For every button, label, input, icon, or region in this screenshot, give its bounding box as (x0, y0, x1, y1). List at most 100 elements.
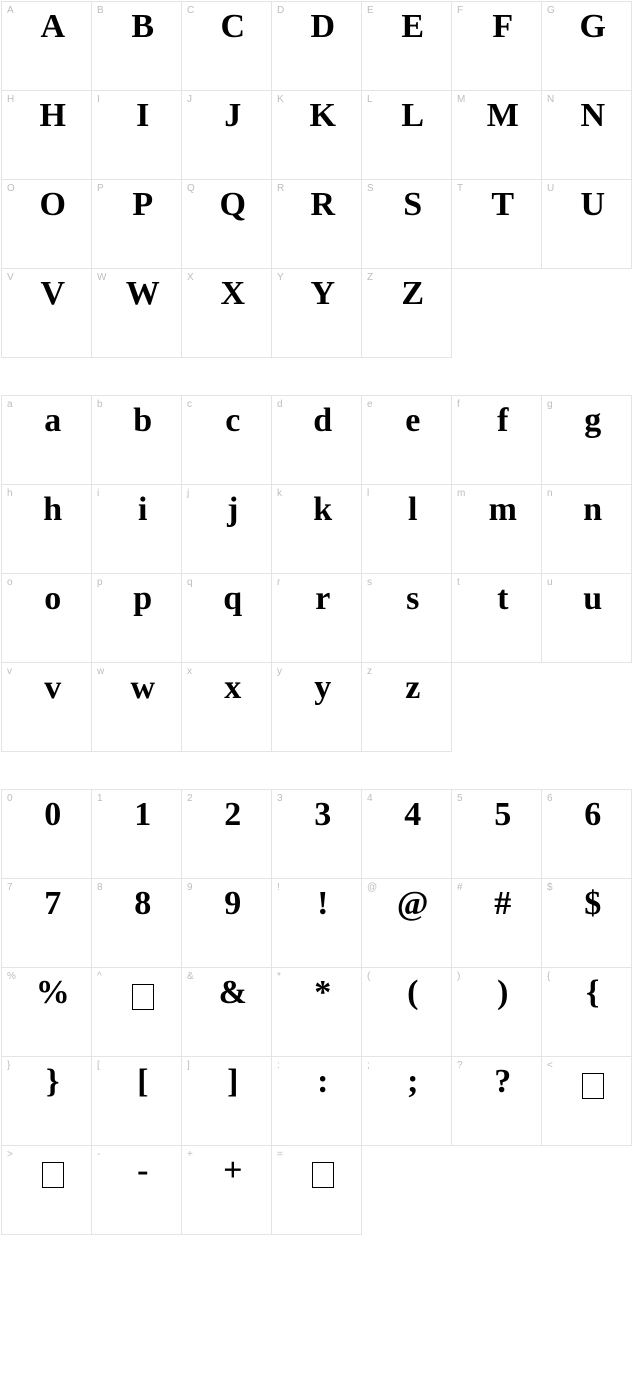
cell-glyph: { (542, 974, 625, 1012)
glyph-cell: %% (1, 967, 92, 1057)
cell-glyph: u (542, 580, 625, 618)
glyph-cell: nn (541, 484, 632, 574)
glyph-cell: HH (1, 90, 92, 180)
glyph-cell: )) (451, 967, 542, 1057)
cell-glyph: j (182, 491, 265, 529)
cell-glyph: A (2, 8, 85, 46)
section-uppercase: AABBCCDDEEFFGGHHIIJJKKLLMMNNOOPPQQRRSSTT… (2, 2, 638, 358)
glyph-cell: && (181, 967, 272, 1057)
glyph-cell: JJ (181, 90, 272, 180)
cell-glyph: 4 (362, 796, 445, 834)
cell-glyph: J (182, 97, 265, 135)
cell-glyph: 1 (92, 796, 175, 834)
glyph-cell: gg (541, 395, 632, 485)
cell-glyph: B (92, 8, 175, 46)
glyph-cell: 00 (1, 789, 92, 879)
cell-glyph: [ (92, 1063, 175, 1101)
glyph-cell: 77 (1, 878, 92, 968)
cell-glyph: k (272, 491, 355, 529)
glyph-cell: ## (451, 878, 542, 968)
cell-glyph: : (272, 1063, 355, 1101)
glyph-cell: SS (361, 179, 452, 269)
cell-glyph: v (2, 669, 85, 707)
cell-glyph: c (182, 402, 265, 440)
cell-glyph (92, 974, 175, 1012)
glyph-cell: vv (1, 662, 92, 752)
glyph-cell: ww (91, 662, 182, 752)
glyph-cell: AA (1, 1, 92, 91)
glyph-cell: 33 (271, 789, 362, 879)
cell-glyph: Y (272, 275, 355, 313)
cell-glyph: x (182, 669, 265, 707)
cell-glyph: P (92, 186, 175, 224)
glyph-cell: KK (271, 90, 362, 180)
glyph-cell: TT (451, 179, 542, 269)
missing-glyph-icon (42, 1162, 64, 1188)
cell-glyph: t (452, 580, 535, 618)
cell-glyph: r (272, 580, 355, 618)
glyph-chart: AABBCCDDEEFFGGHHIIJJKKLLMMNNOOPPQQRRSSTT… (2, 2, 638, 1235)
cell-glyph: C (182, 8, 265, 46)
glyph-cell: ll (361, 484, 452, 574)
cell-glyph: o (2, 580, 85, 618)
cell-glyph: @ (362, 885, 445, 923)
glyph-cell: ee (361, 395, 452, 485)
glyph-cell: xx (181, 662, 272, 752)
glyph-cell: MM (451, 90, 542, 180)
cell-glyph: ; (362, 1063, 445, 1101)
glyph-cell: < (541, 1056, 632, 1146)
glyph-cell: {{ (541, 967, 632, 1057)
cell-glyph: ) (452, 974, 535, 1012)
cell-glyph: U (542, 186, 625, 224)
glyph-cell: [[ (91, 1056, 182, 1146)
cell-glyph: w (92, 669, 175, 707)
glyph-cell: YY (271, 268, 362, 358)
glyph-cell: GG (541, 1, 632, 91)
glyph-cell: uu (541, 573, 632, 663)
cell-glyph: W (92, 275, 175, 313)
cell-glyph: 7 (2, 885, 85, 923)
cell-glyph: $ (542, 885, 625, 923)
cell-glyph: q (182, 580, 265, 618)
glyph-cell: jj (181, 484, 272, 574)
missing-glyph-icon (582, 1073, 604, 1099)
glyph-cell: NN (541, 90, 632, 180)
glyph-cell: ^ (91, 967, 182, 1057)
glyph-cell: WW (91, 268, 182, 358)
glyph-cell: ss (361, 573, 452, 663)
glyph-cell: OO (1, 179, 92, 269)
glyph-cell: BB (91, 1, 182, 91)
glyph-cell: ]] (181, 1056, 272, 1146)
glyph-cell: 55 (451, 789, 542, 879)
cell-glyph: 9 (182, 885, 265, 923)
cell-glyph: E (362, 8, 445, 46)
glyph-cell: ZZ (361, 268, 452, 358)
cell-glyph (2, 1152, 85, 1190)
glyph-cell: pp (91, 573, 182, 663)
glyph-cell: 22 (181, 789, 272, 879)
glyph-cell: 44 (361, 789, 452, 879)
cell-glyph: O (2, 186, 85, 224)
cell-glyph: g (542, 402, 625, 440)
cell-glyph: M (452, 97, 535, 135)
section-symbols: 00112233445566778899!!@@##$$%%^&&**(()){… (2, 790, 638, 1235)
cell-glyph: 0 (2, 796, 85, 834)
cell-glyph: 2 (182, 796, 265, 834)
glyph-cell: CC (181, 1, 272, 91)
glyph-cell: XX (181, 268, 272, 358)
glyph-cell: UU (541, 179, 632, 269)
missing-glyph-icon (312, 1162, 334, 1188)
cell-glyph: K (272, 97, 355, 135)
cell-glyph (272, 1152, 355, 1190)
cell-glyph: X (182, 275, 265, 313)
cell-glyph: & (182, 974, 265, 1012)
glyph-cell: aa (1, 395, 92, 485)
cell-glyph: b (92, 402, 175, 440)
glyph-cell: ++ (181, 1145, 272, 1235)
glyph-cell: DD (271, 1, 362, 91)
cell-glyph (542, 1063, 625, 1101)
cell-glyph: ? (452, 1063, 535, 1101)
cell-glyph: d (272, 402, 355, 440)
cell-glyph: 6 (542, 796, 625, 834)
glyph-cell: cc (181, 395, 272, 485)
